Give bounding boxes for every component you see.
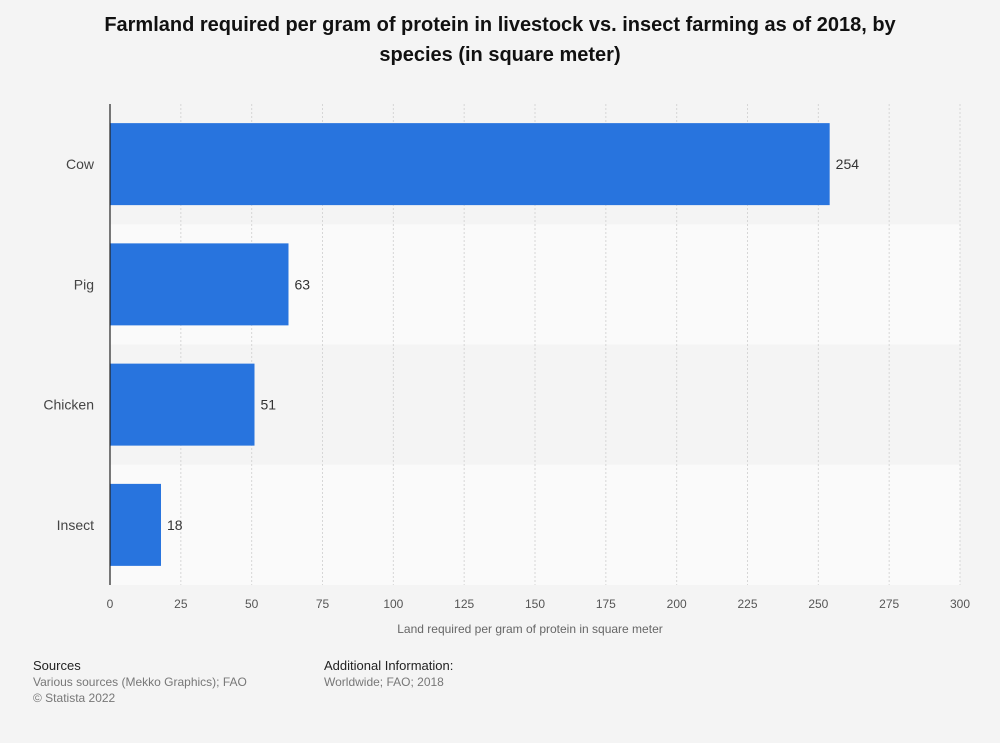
category-label: Chicken [43,397,94,413]
sources-text: Various sources (Mekko Graphics); FAO [33,675,247,689]
category-label: Cow [66,156,95,172]
sources-heading: Sources [33,658,81,673]
chart-area: 0 25 50 75 100 125 150 175 200 225 250 275 300 Cow 254… [43,104,970,636]
bar-cow[interactable] [110,123,830,206]
x-tick-label: 150 [525,597,545,611]
bar-pig[interactable] [110,243,289,326]
value-label: 63 [295,276,311,292]
x-tick-label: 50 [245,597,259,611]
copyright-text: © Statista 2022 [33,691,116,705]
x-tick-label: 200 [667,597,687,611]
sources-block: Sources Various sources (Mekko Graphics)… [33,658,247,706]
value-label: 18 [167,517,183,533]
additional-info-heading: Additional Information: [324,658,454,673]
bar-chicken[interactable] [110,363,255,446]
x-tick-label: 250 [808,597,828,611]
category-label: Insect [57,517,94,533]
x-tick-label: 275 [879,597,899,611]
bar-insect[interactable] [110,483,161,566]
x-tick-label: 225 [737,597,757,611]
x-tick-label: 300 [950,597,970,611]
value-label: 51 [261,397,277,413]
x-tick-label: 100 [383,597,403,611]
x-tick-label: 125 [454,597,474,611]
chart-title: Farmland required per gram of protein in… [104,14,896,66]
category-label: Pig [74,276,94,292]
additional-info-text: Worldwide; FAO; 2018 [324,675,444,689]
x-tick-label: 25 [174,597,188,611]
labels: 0 25 50 75 100 125 150 175 200 225 250 275 300 Cow 254… [43,156,970,611]
bars [110,123,830,566]
x-axis-title: Land required per gram of protein in squ… [397,622,662,636]
additional-info-block: Additional Information: Worldwide; FAO; … [324,658,453,690]
x-tick-label: 175 [596,597,616,611]
x-tick-label: 75 [316,597,330,611]
value-label: 254 [836,156,860,172]
x-tick-label: 0 [107,597,114,611]
